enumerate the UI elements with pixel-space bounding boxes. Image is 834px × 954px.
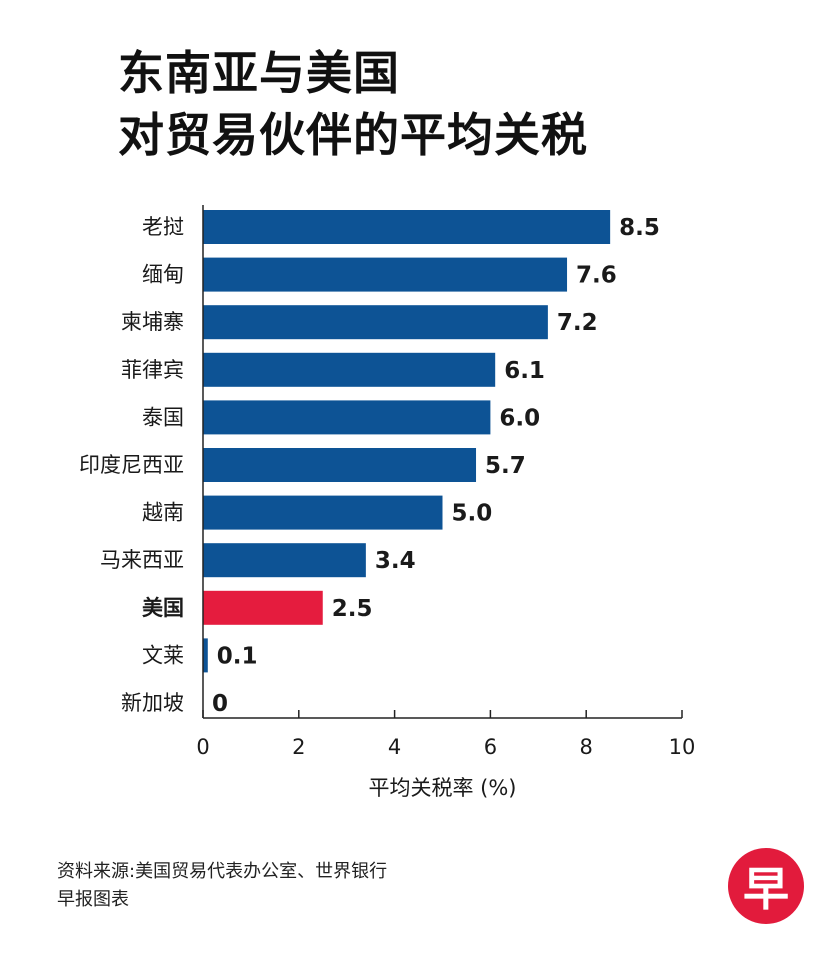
- x-tick-label: 10: [669, 735, 696, 759]
- bar: [203, 638, 208, 673]
- category-label: 越南: [142, 501, 184, 525]
- value-label: 3.4: [375, 548, 416, 574]
- x-tick-label: 8: [580, 735, 593, 759]
- x-axis-title: 平均关税率 (%): [368, 776, 516, 800]
- bar: [203, 448, 477, 482]
- title-line-1: 东南亚与美国: [118, 46, 400, 100]
- category-label: 柬埔寨: [121, 310, 184, 334]
- source-note: 资料来源:美国贸易代表办公室、世界银行: [57, 861, 388, 882]
- chart-footer: 资料来源:美国贸易代表办公室、世界银行 早报图表: [57, 858, 387, 914]
- value-label: 6.0: [499, 405, 540, 431]
- category-label: 缅甸: [142, 263, 184, 287]
- category-label: 老挝: [142, 215, 184, 239]
- bar-chart: 老挝 8.5 缅甸 7.6 柬埔寨 7.2 菲律宾 6.1 泰国 6.0 印度尼西亚 5.7 越南 5.0…: [79, 205, 696, 800]
- category-label: 泰国: [142, 405, 184, 429]
- category-label: 文莱: [142, 643, 184, 667]
- x-tick-label: 6: [484, 735, 497, 759]
- bar: [203, 305, 548, 340]
- title-line-2: 对贸易伙伴的平均关税: [118, 108, 588, 162]
- value-label: 8.5: [619, 215, 660, 241]
- category-label: 菲律宾: [121, 358, 184, 382]
- x-tick-label: 4: [388, 735, 401, 759]
- value-label: 7.6: [576, 263, 617, 289]
- value-label: 2.5: [332, 596, 373, 622]
- category-label: 新加坡: [121, 691, 184, 715]
- bar: [203, 543, 366, 578]
- value-label: 5.7: [485, 453, 526, 479]
- bar: [203, 352, 496, 387]
- value-label: 0: [212, 691, 228, 717]
- value-label: 0.1: [217, 643, 258, 669]
- bar: [203, 210, 611, 244]
- chart-title: 东南亚与美国 对贸易伙伴的平均关税: [118, 42, 588, 166]
- category-label: 美国: [142, 596, 184, 620]
- credit-note: 早报图表: [57, 889, 129, 910]
- value-label: 7.2: [557, 310, 598, 336]
- bar: [203, 257, 568, 292]
- category-label: 印度尼西亚: [79, 453, 184, 477]
- category-label: 马来西亚: [100, 548, 184, 572]
- x-tick-label: 2: [292, 735, 305, 759]
- bar: [203, 590, 323, 625]
- zaobao-logo: 早: [728, 848, 804, 924]
- value-label: 6.1: [504, 358, 545, 384]
- bar: [203, 400, 491, 435]
- x-tick-label: 0: [196, 735, 209, 759]
- value-label: 5.0: [452, 501, 493, 527]
- bar: [203, 495, 443, 530]
